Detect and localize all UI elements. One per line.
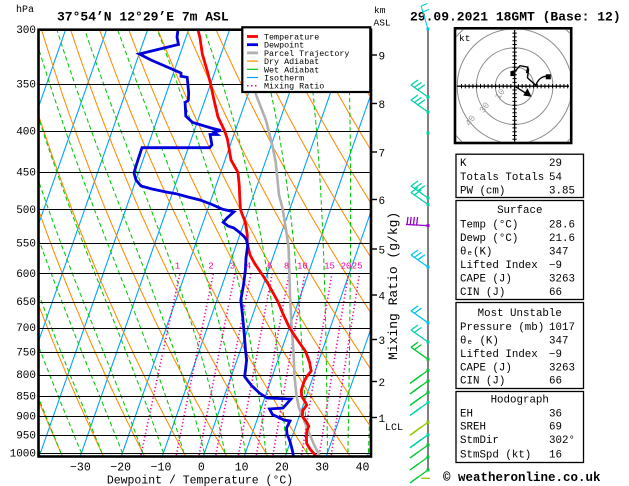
svg-text:6: 6	[379, 196, 386, 208]
svg-text:ASL: ASL	[374, 18, 391, 29]
svg-text:4: 4	[246, 262, 251, 272]
svg-text:0: 0	[198, 462, 205, 475]
svg-text:66: 66	[549, 376, 562, 388]
svg-text:30: 30	[315, 462, 329, 475]
svg-text:Mixing Ratio (g/kg): Mixing Ratio (g/kg)	[386, 212, 401, 360]
svg-text:69: 69	[549, 422, 562, 434]
svg-text:36: 36	[549, 409, 562, 421]
svg-text:θₑ(K): θₑ(K)	[460, 247, 492, 259]
svg-text:−10: −10	[151, 462, 172, 475]
svg-text:5: 5	[379, 246, 386, 258]
svg-text:37°54’N 12°29’E 7m ASL: 37°54’N 12°29’E 7m ASL	[57, 10, 229, 25]
svg-text:hPa: hPa	[16, 4, 34, 16]
svg-text:300: 300	[16, 25, 36, 37]
svg-text:7: 7	[379, 149, 386, 161]
svg-text:9: 9	[379, 52, 386, 64]
svg-text:20: 20	[341, 262, 352, 272]
svg-text:−9: −9	[549, 260, 562, 272]
svg-text:Dewpoint: Dewpoint	[264, 41, 304, 51]
svg-text:15: 15	[324, 262, 335, 272]
svg-text:900: 900	[16, 412, 36, 424]
svg-text:2: 2	[208, 262, 213, 272]
svg-text:450: 450	[16, 168, 36, 180]
svg-text:Lifted Index: Lifted Index	[460, 260, 538, 272]
svg-text:3263: 3263	[549, 274, 575, 286]
svg-text:−30: −30	[70, 462, 91, 475]
svg-text:950: 950	[16, 431, 36, 443]
svg-text:66: 66	[549, 287, 562, 299]
svg-text:8: 8	[284, 262, 289, 272]
svg-text:347: 347	[549, 336, 568, 348]
svg-text:700: 700	[16, 323, 36, 335]
svg-text:20: 20	[275, 462, 289, 475]
svg-text:400: 400	[16, 126, 36, 138]
svg-text:Temperature: Temperature	[264, 33, 319, 43]
svg-text:1: 1	[175, 262, 180, 272]
svg-text:2: 2	[379, 378, 386, 390]
svg-text:Surface: Surface	[497, 205, 542, 217]
svg-text:1017: 1017	[549, 322, 575, 334]
svg-text:350: 350	[16, 79, 36, 91]
svg-text:850: 850	[16, 391, 36, 403]
svg-text:Hodograph: Hodograph	[491, 395, 549, 407]
svg-text:Most Unstable: Most Unstable	[478, 308, 562, 320]
svg-text:28.6: 28.6	[549, 220, 575, 232]
svg-text:StmSpd (kt): StmSpd (kt)	[460, 450, 531, 462]
svg-text:347: 347	[549, 247, 568, 259]
svg-text:Totals Totals: Totals Totals	[460, 172, 544, 184]
svg-text:Lifted Index: Lifted Index	[460, 349, 538, 361]
svg-text:3: 3	[230, 262, 235, 272]
svg-text:650: 650	[16, 297, 36, 309]
svg-text:3: 3	[379, 336, 386, 348]
svg-text:CAPE (J): CAPE (J)	[460, 363, 512, 375]
svg-text:800: 800	[16, 370, 36, 382]
svg-text:PW (cm): PW (cm)	[460, 186, 505, 198]
svg-text:Temp (°C): Temp (°C)	[460, 220, 518, 232]
svg-text:Wet Adiabat: Wet Adiabat	[264, 65, 319, 75]
svg-text:θₑ (K): θₑ (K)	[460, 336, 499, 348]
svg-text:550: 550	[16, 238, 36, 250]
svg-text:CIN (J): CIN (J)	[460, 376, 505, 388]
svg-text:K: K	[460, 158, 467, 170]
svg-text:302°: 302°	[549, 435, 575, 447]
svg-text:Dewp (°C): Dewp (°C)	[460, 233, 518, 245]
svg-text:10: 10	[297, 262, 308, 272]
svg-text:LCL: LCL	[385, 423, 403, 434]
svg-text:10: 10	[235, 462, 249, 475]
svg-text:Dry Adiabat: Dry Adiabat	[264, 57, 319, 67]
svg-text:Dewpoint / Temperature (°C): Dewpoint / Temperature (°C)	[107, 475, 293, 486]
svg-text:−20: −20	[110, 462, 131, 475]
svg-text:Mixing Ratio: Mixing Ratio	[264, 82, 324, 92]
svg-text:4: 4	[379, 292, 386, 304]
svg-text:25: 25	[352, 262, 363, 272]
svg-text:Pressure (mb): Pressure (mb)	[460, 322, 544, 334]
svg-text:3263: 3263	[549, 363, 575, 375]
svg-text:29.09.2021 18GMT (Base: 12): 29.09.2021 18GMT (Base: 12)	[410, 10, 621, 25]
svg-text:km: km	[374, 5, 386, 16]
svg-text:500: 500	[16, 205, 36, 217]
svg-text:StmDir: StmDir	[460, 435, 499, 447]
svg-text:16: 16	[549, 450, 562, 462]
svg-text:1000: 1000	[10, 449, 36, 461]
svg-text:SREH: SREH	[460, 422, 486, 434]
svg-text:© weatheronline.co.uk: © weatheronline.co.uk	[443, 471, 601, 485]
svg-text:8: 8	[379, 100, 386, 112]
svg-text:CIN (J): CIN (J)	[460, 287, 505, 299]
svg-text:6: 6	[267, 262, 272, 272]
svg-text:3.85: 3.85	[549, 186, 575, 198]
svg-text:54: 54	[549, 172, 562, 184]
svg-text:−9: −9	[549, 349, 562, 361]
svg-text:750: 750	[16, 347, 36, 359]
svg-text:21.6: 21.6	[549, 233, 575, 245]
svg-text:29: 29	[549, 158, 562, 170]
svg-text:Parcel Trajectory: Parcel Trajectory	[264, 49, 349, 59]
svg-text:Isotherm: Isotherm	[264, 74, 304, 84]
svg-text:kt: kt	[459, 33, 470, 44]
svg-text:1: 1	[379, 414, 386, 426]
svg-text:40: 40	[356, 462, 370, 475]
svg-text:EH: EH	[460, 409, 473, 421]
svg-text:600: 600	[16, 269, 36, 281]
svg-text:CAPE (J): CAPE (J)	[460, 274, 512, 286]
